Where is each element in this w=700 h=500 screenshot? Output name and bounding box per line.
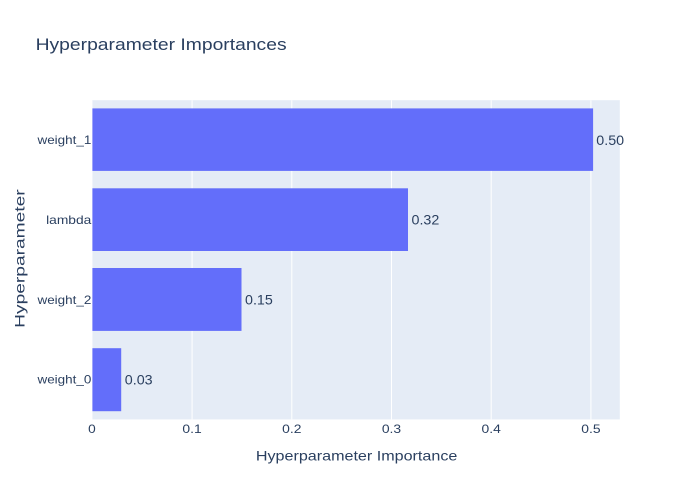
svg-text:0.50: 0.50 bbox=[596, 132, 624, 148]
svg-text:weight_0: weight_0 bbox=[36, 373, 91, 387]
svg-text:0: 0 bbox=[88, 422, 96, 436]
svg-text:0.5: 0.5 bbox=[581, 422, 601, 436]
svg-text:0.2: 0.2 bbox=[282, 422, 302, 436]
svg-text:weight_2: weight_2 bbox=[36, 293, 91, 307]
svg-text:Hyperparameter: Hyperparameter bbox=[12, 189, 28, 328]
svg-text:0.03: 0.03 bbox=[125, 371, 153, 387]
svg-text:Hyperparameter Importance: Hyperparameter Importance bbox=[256, 447, 458, 463]
svg-text:lambda: lambda bbox=[46, 213, 92, 227]
svg-text:0.32: 0.32 bbox=[412, 212, 440, 228]
svg-text:0.1: 0.1 bbox=[182, 422, 202, 436]
svg-text:0.4: 0.4 bbox=[482, 422, 502, 436]
svg-text:0.3: 0.3 bbox=[382, 422, 402, 436]
svg-text:weight_1: weight_1 bbox=[36, 133, 91, 147]
svg-text:Hyperparameter Importances: Hyperparameter Importances bbox=[36, 35, 287, 54]
svg-text:0.15: 0.15 bbox=[245, 292, 273, 308]
